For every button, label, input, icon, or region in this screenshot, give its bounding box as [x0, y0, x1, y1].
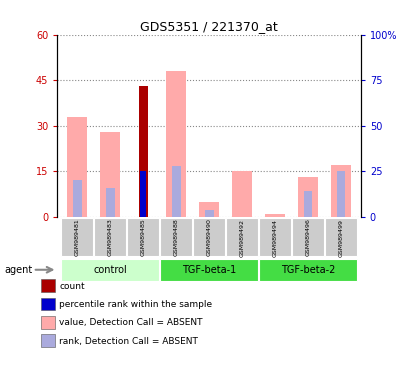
Bar — [166, 71, 186, 217]
Bar — [127, 218, 159, 257]
Bar — [94, 218, 126, 257]
Text: agent: agent — [4, 265, 32, 275]
Text: TGF-beta-1: TGF-beta-1 — [182, 265, 236, 275]
Text: GSM989492: GSM989492 — [239, 218, 244, 257]
Bar — [193, 218, 225, 257]
Bar — [226, 218, 257, 257]
Text: value, Detection Call = ABSENT: value, Detection Call = ABSENT — [59, 318, 202, 328]
Bar — [336, 171, 345, 217]
Bar — [258, 258, 356, 281]
Bar — [199, 202, 218, 217]
Bar — [292, 218, 323, 257]
Bar — [160, 218, 191, 257]
Text: percentile rank within the sample: percentile rank within the sample — [59, 300, 212, 309]
Title: GDS5351 / 221370_at: GDS5351 / 221370_at — [140, 20, 277, 33]
Bar — [67, 117, 87, 217]
Bar — [171, 166, 180, 217]
Bar — [72, 180, 81, 217]
Bar — [297, 177, 317, 217]
Text: GSM989494: GSM989494 — [272, 218, 277, 257]
Text: GSM989485: GSM989485 — [140, 218, 145, 257]
Text: count: count — [59, 281, 85, 291]
Text: GSM989481: GSM989481 — [74, 218, 79, 257]
Bar — [204, 210, 213, 217]
Text: GSM989499: GSM989499 — [338, 218, 343, 257]
Bar — [330, 165, 350, 217]
Text: rank, Detection Call = ABSENT: rank, Detection Call = ABSENT — [59, 337, 198, 346]
Bar — [61, 218, 93, 257]
Bar — [100, 132, 120, 217]
Bar — [160, 258, 257, 281]
Bar — [303, 192, 312, 217]
Bar — [61, 258, 159, 281]
Bar — [106, 188, 115, 217]
Bar — [265, 214, 284, 217]
Bar — [258, 218, 290, 257]
Text: GSM989483: GSM989483 — [108, 218, 112, 257]
Bar — [140, 171, 146, 217]
Text: control: control — [93, 265, 127, 275]
Text: TGF-beta-2: TGF-beta-2 — [280, 265, 335, 275]
Bar — [231, 171, 252, 217]
Bar — [138, 86, 147, 217]
Text: GSM989488: GSM989488 — [173, 218, 178, 257]
Text: GSM989496: GSM989496 — [305, 218, 310, 257]
Bar — [324, 218, 356, 257]
Text: GSM989490: GSM989490 — [206, 218, 211, 257]
